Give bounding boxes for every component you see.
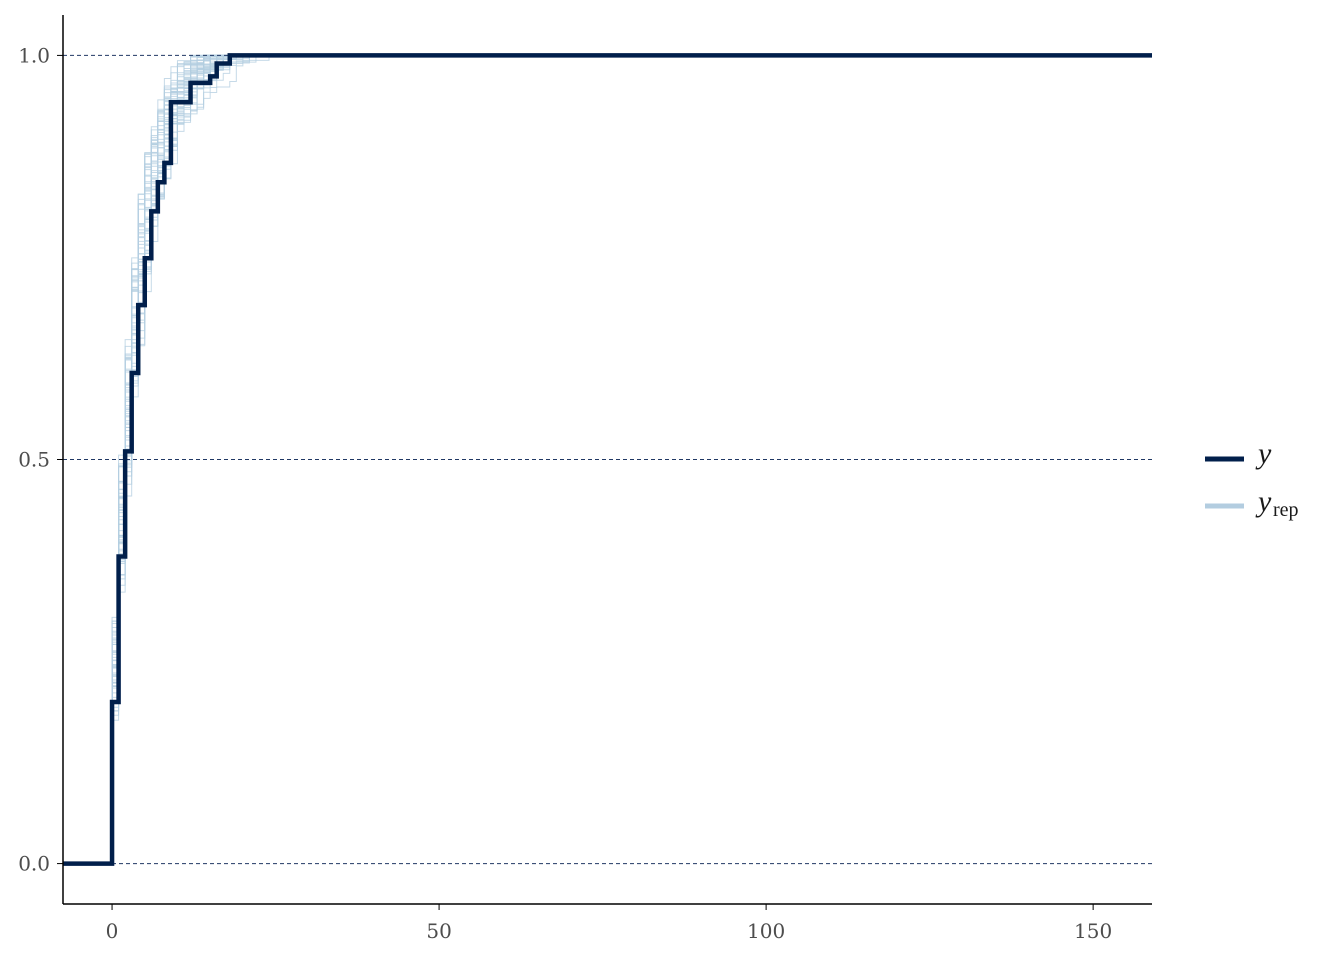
y-series-line — [63, 53, 1152, 866]
legend-label-yrep-subscript: rep — [1273, 499, 1299, 521]
y-tick-label: 1.0 — [18, 43, 50, 67]
x-tick-label: 0 — [106, 919, 119, 943]
reference-lines-group — [63, 54, 1152, 865]
legend-label-y: y — [1255, 437, 1272, 470]
axes-group: 0 50 100 150 0.0 0.5 1.0 — [18, 15, 1152, 943]
y-series-group — [63, 53, 1152, 866]
legend-label-yrep: y — [1255, 485, 1272, 518]
y-tick-label: 0.0 — [18, 852, 50, 876]
legend: y y rep — [1205, 437, 1299, 521]
x-tick-label: 150 — [1074, 919, 1112, 943]
y-tick-label: 0.5 — [18, 448, 50, 472]
x-tick-label: 50 — [426, 919, 451, 943]
x-tick-label: 100 — [747, 919, 785, 943]
